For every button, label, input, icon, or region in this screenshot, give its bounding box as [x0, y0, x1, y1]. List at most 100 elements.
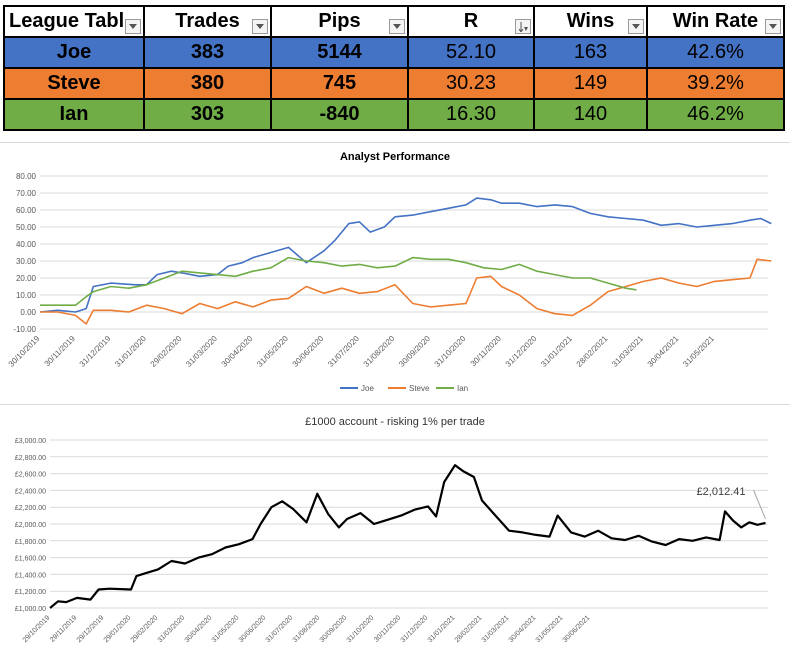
- chart-gridlines: [50, 439, 768, 609]
- series-line-ian: [40, 256, 637, 306]
- x-tick-label: 30/04/2020: [184, 614, 214, 644]
- x-tick-label: 30/09/2020: [319, 614, 349, 644]
- analyst-performance-chart: Analyst Performance 80.00 70.00 60.00 50.00…: [0, 143, 790, 404]
- y-tick-label: 10.00: [16, 291, 37, 300]
- sort-descending-icon[interactable]: [515, 19, 531, 34]
- header-r-label: R: [463, 10, 479, 32]
- y-tick-label: 60.00: [16, 206, 37, 215]
- table-row: Joe 383 5144 52.10 163 42.6%: [3, 36, 785, 69]
- annotation-label: £2,012.41: [697, 486, 746, 498]
- y-tick-label: -10.00: [13, 325, 36, 334]
- analyst-name: Ian: [3, 98, 145, 131]
- series-line-joe: [39, 197, 772, 313]
- y-tick-label: 20.00: [16, 274, 37, 283]
- x-tick-label: 31/08/2020: [362, 334, 397, 369]
- legend-label: Joe: [361, 384, 374, 393]
- filter-dropdown-icon[interactable]: [765, 19, 781, 34]
- x-tick-label: 30/09/2020: [397, 334, 432, 369]
- analyst-name: Steve: [3, 67, 145, 100]
- y-tick-label: £1,600.00: [15, 556, 46, 563]
- series-line-steve: [40, 258, 772, 325]
- r-cell: 52.10: [407, 36, 535, 69]
- x-tick-label: 31/10/2020: [346, 614, 376, 644]
- wins-cell: 140: [533, 98, 648, 131]
- x-tick-label: 30/11/2020: [469, 334, 504, 369]
- y-axis-ticks: £3,000.00 £2,800.00 £2,600.00 £2,400.00 £2,2…: [15, 438, 46, 613]
- x-tick-label: 29/12/2019: [76, 614, 106, 644]
- x-tick-label: 31/05/2020: [211, 614, 241, 644]
- y-tick-label: £2,600.00: [15, 472, 46, 479]
- filter-dropdown-icon[interactable]: [252, 19, 268, 34]
- chart-border-top: [0, 142, 790, 143]
- x-tick-label: 30/11/2020: [373, 614, 402, 643]
- y-tick-label: £1,400.00: [15, 572, 46, 579]
- x-tick-label: 28/02/2021: [575, 334, 610, 369]
- x-tick-label: 29/01/2020: [103, 614, 133, 644]
- filter-dropdown-icon[interactable]: [628, 19, 644, 34]
- y-tick-label: £2,400.00: [15, 488, 46, 495]
- header-trades-label: Trades: [175, 10, 240, 32]
- x-tick-label: 31/05/2020: [255, 334, 290, 369]
- win-rate-cell: 46.2%: [646, 98, 785, 131]
- trades-cell: 303: [143, 98, 272, 131]
- y-tick-label: 70.00: [16, 189, 37, 198]
- league-table: League Tabl Trades Pips R Wins Win Rate …: [3, 5, 785, 131]
- filter-dropdown-icon[interactable]: [125, 19, 141, 34]
- chart-title: Analyst Performance: [340, 151, 450, 163]
- y-tick-label: £2,800.00: [15, 455, 46, 462]
- x-tick-label: 31/03/2021: [610, 334, 645, 369]
- filter-dropdown-icon[interactable]: [389, 19, 405, 34]
- x-tick-label: 31/12/2019: [78, 334, 113, 369]
- wins-cell: 163: [533, 36, 648, 69]
- header-win-rate: Win Rate: [646, 5, 785, 38]
- x-tick-label: 29/10/2019: [22, 614, 52, 644]
- chart-gridlines: [40, 175, 768, 330]
- legend-label: Ian: [457, 384, 468, 393]
- x-tick-label: 31/01/2021: [427, 614, 457, 644]
- header-wins: Wins: [533, 5, 648, 38]
- header-trades: Trades: [143, 5, 272, 38]
- account-balance-chart-svg: £1000 account - risking 1% per trade £3,…: [15, 416, 768, 644]
- x-tick-label: 29/11/2019: [49, 614, 78, 643]
- x-tick-label: 31/01/2021: [539, 334, 574, 369]
- y-tick-label: 30.00: [16, 257, 37, 266]
- x-tick-label: 31/05/2021: [535, 614, 565, 644]
- x-tick-label: 31/08/2020: [292, 614, 322, 644]
- x-tick-label: 31/03/2020: [184, 334, 219, 369]
- win-rate-cell: 39.2%: [646, 67, 785, 100]
- legend-label: Steve: [409, 384, 430, 393]
- x-tick-label: 30/06/2020: [238, 614, 268, 644]
- chart-title: £1000 account - risking 1% per trade: [305, 416, 485, 428]
- annotation-leader: [753, 489, 766, 520]
- analyst-name: Joe: [3, 36, 145, 69]
- x-tick-label: 31/10/2020: [433, 334, 468, 369]
- analyst-performance-chart-svg: Analyst Performance 80.00 70.00 60.00 50.00…: [7, 151, 772, 393]
- y-tick-label: £1,200.00: [15, 589, 46, 596]
- header-win-rate-label: Win Rate: [672, 10, 759, 32]
- table-row: Steve 380 745 30.23 149 39.2%: [3, 67, 785, 100]
- x-axis-ticks: 30/10/2019 30/11/2019 31/12/2019 31/01/2020…: [7, 334, 717, 369]
- x-tick-label: 31/03/2020: [157, 614, 187, 644]
- chart-annotation: £2,012.41: [697, 486, 766, 520]
- y-tick-label: 0.00: [20, 308, 36, 317]
- y-tick-label: 50.00: [16, 223, 37, 232]
- x-tick-label: 31/05/2021: [681, 334, 716, 369]
- chart-series: [49, 464, 766, 609]
- trades-cell: 380: [143, 67, 272, 100]
- x-tick-label: 31/01/2020: [113, 334, 148, 369]
- wins-cell: 149: [533, 67, 648, 100]
- x-axis-ticks: 29/10/201929/11/201929/12/201929/01/2020…: [22, 614, 592, 644]
- y-tick-label: 80.00: [16, 172, 37, 181]
- pips-cell: 745: [270, 67, 409, 100]
- r-cell: 16.30: [407, 98, 535, 131]
- pips-cell: 5144: [270, 36, 409, 69]
- x-tick-label: 30/10/2019: [7, 334, 42, 369]
- x-tick-label: 30/04/2021: [508, 614, 538, 644]
- account-balance-chart: £1000 account - risking 1% per trade £3,…: [0, 405, 790, 658]
- chart-legend: Joe Steve Ian: [340, 384, 468, 393]
- x-tick-label: 28/02/2021: [454, 614, 484, 644]
- header-pips: Pips: [270, 5, 409, 38]
- y-tick-label: £2,200.00: [15, 505, 46, 512]
- y-axis-ticks: 80.00 70.00 60.00 50.00 40.00 30.00 20.00 10.00…: [13, 172, 36, 334]
- y-tick-label: £1,000.00: [15, 606, 46, 613]
